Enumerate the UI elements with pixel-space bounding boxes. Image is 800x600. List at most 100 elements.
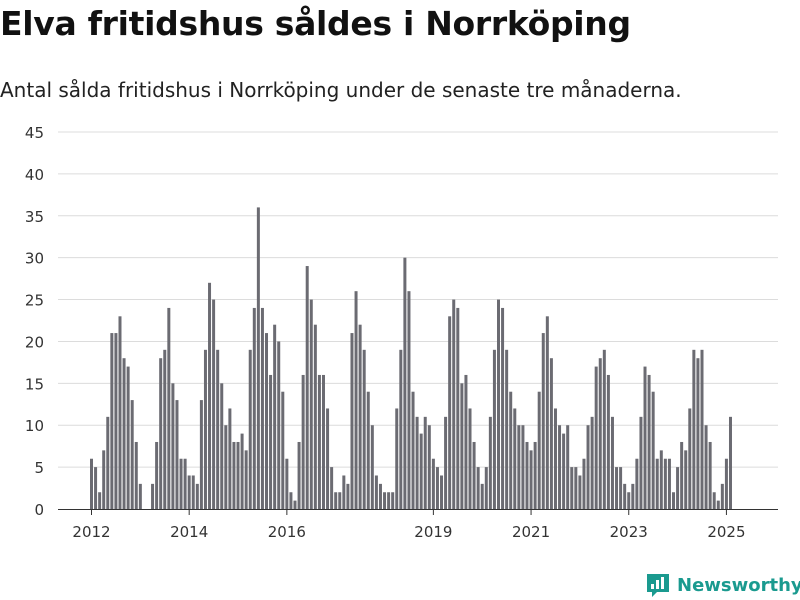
bar-series [90,207,732,509]
bar [517,425,521,509]
bar [403,257,407,509]
y-tick-label: 0 [34,501,44,519]
bar [606,374,610,509]
bar [456,307,460,509]
bar [114,333,118,509]
bar [183,458,187,509]
y-tick-label: 25 [25,292,44,310]
bar [492,349,496,509]
bar [187,475,191,509]
bar [309,299,313,509]
x-tick-label: 2023 [610,523,648,541]
bar [448,316,452,509]
bar [199,400,203,509]
bar [468,408,472,509]
bar [663,458,667,509]
y-axis: 0 5 10 15 20 25 30 35 40 45 [25,124,44,519]
bar [672,492,676,509]
bar [415,416,419,509]
y-tick-label: 10 [25,417,44,435]
gridlines [58,131,778,468]
bar [338,492,342,509]
bar [159,358,163,509]
bar [655,458,659,509]
bar [256,207,260,509]
bar [724,458,728,509]
bar [391,492,395,509]
bar [712,492,716,509]
y-tick-label: 30 [25,250,44,268]
x-tick-label: 2019 [414,523,452,541]
bar [525,441,529,509]
bar [118,316,122,509]
bar [370,425,374,509]
bar [216,349,220,509]
y-tick-label: 5 [34,459,44,477]
bar [208,282,212,509]
bar [602,349,606,509]
bar [269,374,273,509]
bar [281,391,285,509]
bar [175,400,179,509]
bar [647,374,651,509]
bar [509,391,513,509]
bar [151,483,155,509]
bar [586,425,590,509]
bar [688,408,692,509]
bar [444,416,448,509]
bar [684,450,688,509]
bar [598,358,602,509]
bar [334,492,338,509]
y-tick-label: 20 [25,333,44,351]
y-tick-label: 45 [25,124,44,142]
x-tick-label: 2012 [72,523,110,541]
bar [362,349,366,509]
bar [484,467,488,509]
bar [521,425,525,509]
bar [346,483,350,509]
bar [285,458,289,509]
bar [236,441,240,509]
bar [643,366,647,509]
bar [545,316,549,509]
bar [423,416,427,509]
highlight-value-label: 11 [732,0,754,5]
bar [273,324,277,509]
bar [610,416,614,509]
bar [155,441,159,509]
bar [582,458,586,509]
bar [399,349,403,509]
bar [240,433,244,509]
bar [395,408,399,509]
bar [260,307,264,509]
bar [631,483,635,509]
newsworthy-logo-icon [647,574,669,597]
bar [301,374,305,509]
bar [728,416,732,509]
bar [350,333,354,509]
bar [627,492,631,509]
bar [501,307,505,509]
bar [407,291,411,509]
bar [293,500,297,509]
bar [676,467,680,509]
bar [94,467,98,509]
x-axis: 2012 2014 2016 2019 2021 2023 2025 [58,509,778,541]
bar [574,467,578,509]
brand-name: Newsworthy [677,574,800,596]
bar [167,307,171,509]
bar [615,467,619,509]
bar [378,483,382,509]
bar [138,483,142,509]
bar [480,483,484,509]
bar [313,324,317,509]
bar [488,416,492,509]
bar [102,450,106,509]
bar [265,333,269,509]
bar [659,450,663,509]
bar [317,374,321,509]
bar [533,441,537,509]
bar [590,416,594,509]
bar [696,358,700,509]
bar [387,492,391,509]
